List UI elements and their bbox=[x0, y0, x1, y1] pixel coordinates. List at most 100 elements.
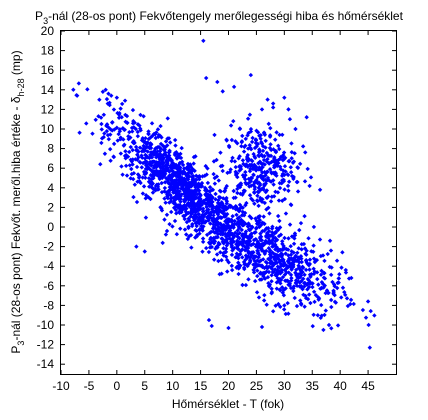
scatter-point bbox=[303, 293, 308, 299]
scatter-point bbox=[318, 272, 324, 277]
scatter-point bbox=[148, 196, 153, 202]
scatter-point bbox=[307, 183, 312, 189]
scatter-point bbox=[202, 173, 207, 178]
y-tick-label: 18 bbox=[41, 44, 55, 58]
scatter-point bbox=[178, 151, 183, 157]
scatter-point bbox=[143, 136, 148, 141]
scatter-point bbox=[268, 248, 273, 253]
scatter-point bbox=[248, 72, 254, 78]
scatter-point bbox=[173, 170, 178, 176]
scatter-point bbox=[268, 179, 274, 184]
scatter-point bbox=[198, 196, 203, 201]
scatter-point bbox=[143, 166, 149, 172]
x-tick-label: 0 bbox=[113, 379, 120, 393]
scatter-point bbox=[317, 187, 323, 192]
scatter-point bbox=[263, 138, 268, 143]
scatter-point bbox=[198, 184, 204, 189]
scatter-point bbox=[107, 100, 112, 105]
scatter-point bbox=[99, 121, 104, 127]
scatter-point bbox=[255, 258, 260, 263]
scatter-point bbox=[117, 127, 123, 132]
scatter-point bbox=[281, 243, 286, 249]
scatter-point bbox=[214, 252, 220, 257]
scatter-point bbox=[323, 308, 329, 313]
y-tick-label: -2 bbox=[43, 240, 54, 254]
scatter-point bbox=[142, 249, 147, 254]
scatter-point bbox=[294, 303, 300, 309]
scatter-point bbox=[302, 284, 307, 289]
scatter-point bbox=[264, 260, 270, 266]
scatter-point bbox=[209, 244, 214, 250]
scatter-point bbox=[239, 204, 244, 210]
scatter-point bbox=[215, 79, 220, 85]
scatter-point bbox=[291, 250, 296, 255]
scatter-point bbox=[136, 149, 141, 154]
scatter-point bbox=[234, 212, 239, 218]
scatter-point bbox=[268, 199, 274, 204]
scatter-point bbox=[123, 112, 128, 118]
scatter-point bbox=[365, 299, 371, 304]
scatter-point bbox=[120, 172, 125, 177]
scatter-point bbox=[263, 240, 268, 246]
scatter-point bbox=[276, 301, 281, 307]
scatter-point bbox=[192, 181, 197, 186]
scatter-point bbox=[233, 139, 238, 144]
scatter-point bbox=[279, 251, 284, 256]
scatter-point bbox=[285, 247, 291, 252]
scatter-point bbox=[85, 87, 90, 92]
scatter-point bbox=[135, 133, 141, 139]
scatter-point bbox=[132, 182, 138, 187]
scatter-point bbox=[235, 234, 241, 240]
scatter-point bbox=[200, 228, 205, 233]
scatter-point bbox=[161, 155, 166, 160]
scatter-point bbox=[209, 239, 215, 245]
scatter-point bbox=[296, 279, 301, 284]
scatter-point bbox=[286, 107, 291, 112]
scatter-point bbox=[273, 137, 278, 142]
scatter-point bbox=[321, 285, 326, 290]
scatter-point bbox=[205, 200, 210, 206]
scatter-point bbox=[248, 175, 254, 181]
scatter-point bbox=[228, 241, 234, 246]
scatter-point bbox=[226, 143, 232, 149]
scatter-point bbox=[242, 144, 247, 150]
scatter-point bbox=[164, 212, 170, 217]
scatter-point bbox=[292, 295, 297, 301]
scatter-point bbox=[196, 201, 202, 207]
scatter-point bbox=[256, 153, 262, 159]
scatter-point bbox=[169, 209, 174, 215]
scatter-point bbox=[283, 211, 289, 216]
scatter-point bbox=[339, 295, 344, 300]
scatter-point bbox=[226, 325, 231, 331]
scatter-point bbox=[170, 168, 175, 173]
scatter-point bbox=[162, 185, 168, 191]
y-tick-label: -12 bbox=[37, 338, 55, 352]
scatter-point bbox=[98, 115, 104, 120]
scatter-point bbox=[174, 211, 179, 216]
scatter-point bbox=[259, 107, 265, 112]
scatter-point bbox=[302, 213, 307, 219]
scatter-point bbox=[171, 172, 177, 178]
scatter-point bbox=[218, 250, 223, 255]
scatter-point bbox=[262, 200, 267, 206]
scatter-point bbox=[167, 148, 172, 153]
scatter-point bbox=[211, 171, 216, 177]
chart-title-post: -nál (28-os pont) Fekvőtengely merőleges… bbox=[48, 9, 404, 23]
y-axis-label-sub2: h-28 bbox=[16, 78, 26, 96]
scatter-point bbox=[311, 289, 317, 294]
scatter-point bbox=[127, 149, 132, 155]
scatter-point bbox=[158, 123, 163, 129]
scatter-point bbox=[269, 289, 275, 295]
scatter-point bbox=[230, 155, 235, 161]
scatter-point bbox=[96, 114, 101, 119]
scatter-point bbox=[148, 141, 153, 146]
scatter-point bbox=[188, 183, 193, 188]
scatter-point bbox=[302, 272, 307, 278]
scatter-point bbox=[189, 179, 195, 184]
scatter-point bbox=[256, 161, 261, 166]
scatter-point bbox=[273, 189, 278, 194]
scatter-point bbox=[328, 297, 334, 303]
scatter-point bbox=[265, 232, 271, 238]
scatter-point bbox=[255, 221, 261, 227]
scatter-point bbox=[191, 218, 197, 223]
